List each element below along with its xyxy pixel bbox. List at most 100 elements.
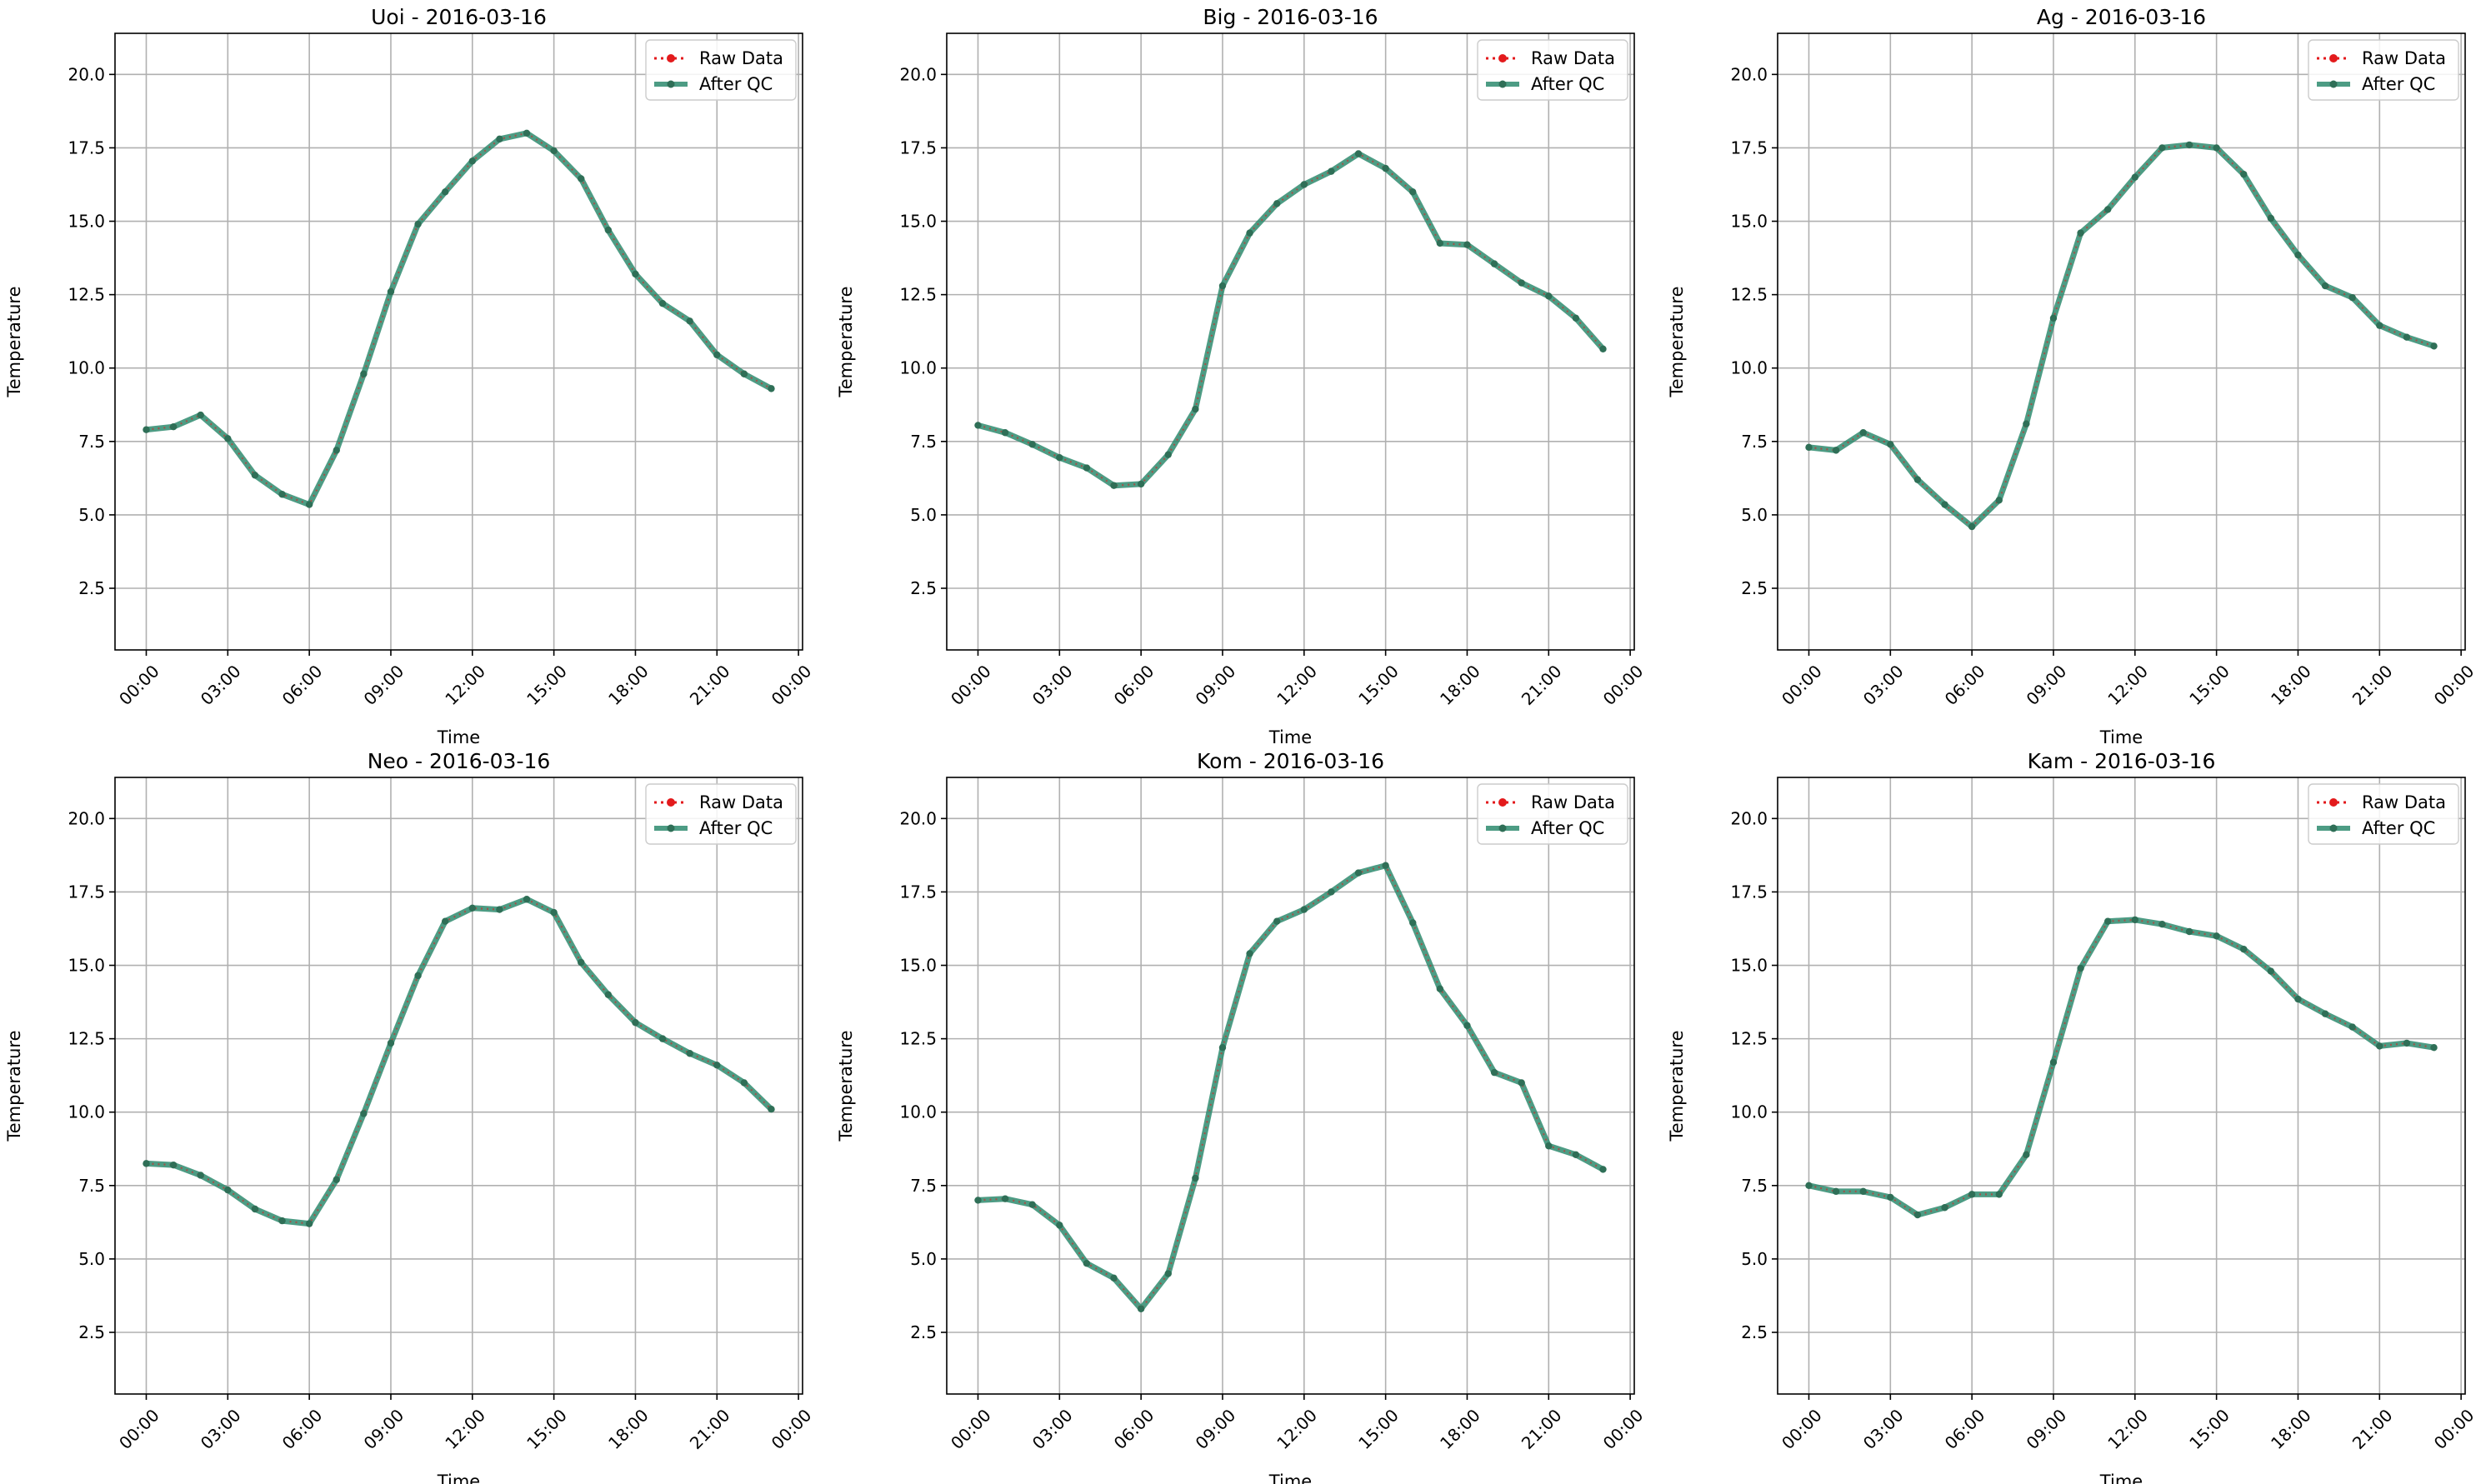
legend-raw-label: Raw Data [2362, 48, 2446, 68]
after-qc-point [224, 1186, 232, 1194]
after-qc-point [1110, 1274, 1118, 1282]
after-qc-point [496, 135, 503, 143]
after-qc-point [1463, 241, 1471, 248]
legend-qc-marker [2329, 824, 2338, 832]
legend-qc-marker [667, 80, 675, 88]
after-qc-point [713, 1062, 721, 1069]
axes-frame [1777, 777, 2466, 1395]
after-qc-point [1436, 239, 1444, 247]
legend-raw-marker [2329, 54, 2338, 62]
y-tick-label: 15.0 [899, 956, 937, 976]
after-qc-point [523, 896, 531, 903]
y-tick-label: 7.5 [1741, 432, 1768, 452]
y-tick-label: 5.0 [78, 1249, 105, 1269]
y-tick-label: 20.0 [899, 808, 937, 828]
y-tick-label: 12.5 [1730, 1029, 1768, 1049]
y-tick-label: 17.5 [899, 882, 937, 902]
after-qc-point [251, 472, 259, 479]
y-tick-label: 15.0 [68, 956, 105, 976]
y-axis-label: Temperature [4, 286, 24, 397]
after-qc-point [2403, 1039, 2411, 1047]
y-tick-label: 15.0 [1730, 956, 1768, 976]
after-qc-point [441, 917, 449, 925]
after-qc-line [146, 130, 773, 508]
y-tick-label: 12.5 [899, 1029, 937, 1049]
y-tick-label: 17.5 [68, 882, 105, 902]
after-qc-point [523, 129, 531, 137]
after-qc-point [414, 220, 422, 228]
after-qc-point [360, 370, 368, 377]
after-qc-point [2185, 141, 2193, 149]
y-tick-label: 5.0 [1741, 1249, 1768, 1269]
legend-raw-label: Raw Data [1531, 792, 1615, 812]
y-tick-label: 12.5 [68, 1029, 105, 1049]
after-qc-point [305, 501, 313, 508]
after-qc-point [1246, 229, 1253, 237]
after-qc-point [974, 1197, 982, 1204]
after-qc-point [1545, 1142, 1553, 1150]
after-qc-point [1913, 1211, 1922, 1219]
after-qc-point [387, 287, 395, 296]
after-qc-point [1518, 1079, 1525, 1087]
y-tick-label: 15.0 [899, 212, 937, 232]
after-qc-line [978, 862, 1605, 1312]
after-qc-point [2023, 1151, 2030, 1159]
y-tick-label: 15.0 [68, 212, 105, 232]
y-tick-label: 5.0 [910, 505, 937, 525]
after-qc-point [1164, 451, 1172, 458]
raw-data-line [978, 152, 1604, 487]
after-qc-point [604, 991, 613, 998]
y-axis-label: Temperature [836, 286, 856, 397]
after-qc-point [2103, 206, 2112, 213]
legend-raw-label: Raw Data [2362, 792, 2446, 812]
subplot-title: Kam - 2016-03-16 [2028, 749, 2216, 773]
after-qc-point [1382, 164, 1389, 172]
after-qc-point [578, 175, 585, 182]
legend-raw-marker [667, 54, 675, 62]
after-qc-point [713, 351, 721, 359]
after-qc-point [1110, 482, 1118, 489]
y-tick-label: 20.0 [1730, 64, 1768, 84]
legend-qc-marker [667, 824, 675, 832]
after-qc-point [1941, 1204, 1948, 1212]
after-qc-point [974, 422, 982, 429]
after-qc-point [1995, 497, 2003, 504]
y-tick-label: 2.5 [78, 578, 105, 598]
after-qc-point [1913, 476, 1922, 483]
subplot-title: Neo - 2016-03-16 [368, 749, 551, 773]
legend-raw-marker [1498, 798, 1507, 807]
y-tick-label: 10.0 [1730, 358, 1768, 378]
y-axis-label: Temperature [4, 1030, 24, 1142]
y-tick-label: 17.5 [899, 137, 937, 157]
after-qc-point [1273, 917, 1281, 925]
legend-raw-label: Raw Data [1531, 48, 1615, 68]
after-qc-point [2077, 964, 2084, 972]
legend-qc-label: After QC [2362, 74, 2435, 94]
after-qc-point [2240, 170, 2248, 178]
subplot-title: Kom - 2016-03-16 [1197, 749, 1384, 773]
after-qc-point [1218, 1043, 1227, 1052]
after-qc-point [1056, 453, 1063, 462]
after-qc-point [2348, 293, 2356, 302]
after-qc-point [1028, 1201, 1036, 1208]
y-tick-label: 5.0 [910, 1249, 937, 1269]
legend: Raw Data After QC [645, 783, 797, 845]
y-tick-label: 20.0 [68, 64, 105, 84]
legend-raw-marker [2329, 798, 2338, 807]
axes-frame [946, 32, 1635, 651]
y-tick-label: 12.5 [68, 285, 105, 305]
y-tick-label: 7.5 [910, 1176, 937, 1196]
y-tick-label: 2.5 [910, 578, 937, 598]
x-axis-label: Time [2099, 1472, 2143, 1484]
after-qc-point [2049, 314, 2058, 322]
after-qc-point [1572, 1151, 1580, 1159]
after-qc-point [143, 426, 150, 433]
after-qc-point [1832, 1187, 1840, 1196]
after-qc-point [686, 317, 693, 325]
after-qc-point [1409, 188, 1417, 196]
y-tick-label: 10.0 [1730, 1102, 1768, 1122]
y-tick-label: 12.5 [899, 285, 937, 305]
y-tick-label: 7.5 [910, 432, 937, 452]
after-qc-point [1137, 480, 1145, 488]
y-tick-label: 5.0 [1741, 505, 1768, 525]
